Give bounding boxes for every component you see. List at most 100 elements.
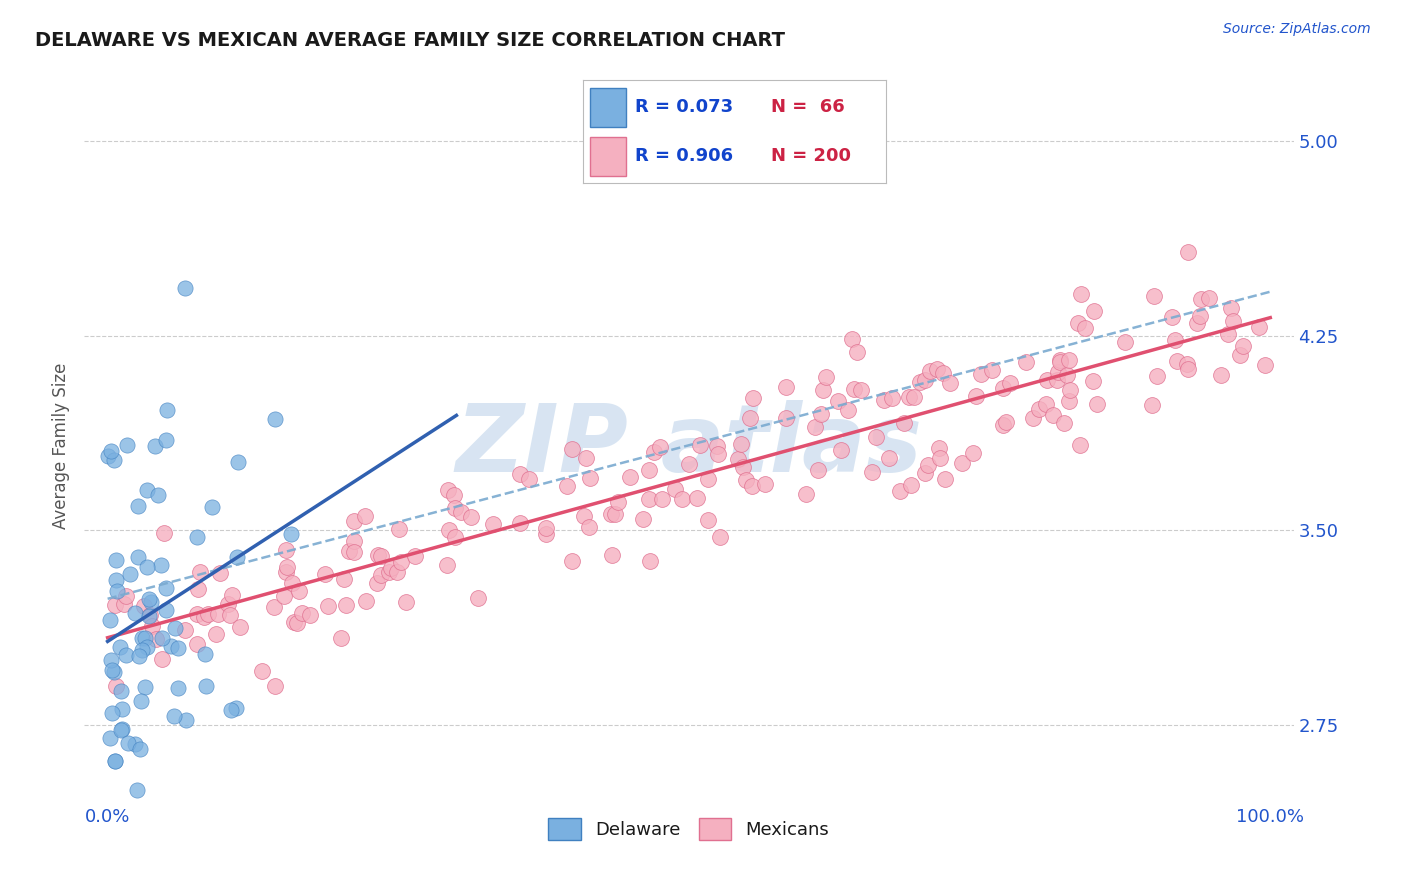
Point bbox=[880, 391, 903, 405]
Point bbox=[1177, 361, 1199, 376]
Point bbox=[903, 390, 925, 404]
Point bbox=[706, 439, 728, 453]
Point bbox=[343, 533, 366, 548]
Point bbox=[846, 345, 869, 359]
Point bbox=[138, 592, 160, 607]
Point bbox=[638, 554, 661, 568]
Point bbox=[195, 679, 218, 693]
Point bbox=[104, 679, 127, 693]
Point bbox=[1175, 358, 1198, 372]
Point bbox=[444, 500, 467, 515]
Text: R = 0.906: R = 0.906 bbox=[636, 146, 733, 165]
FancyBboxPatch shape bbox=[589, 88, 626, 128]
Point bbox=[932, 367, 955, 381]
Point bbox=[730, 437, 752, 451]
Point bbox=[962, 445, 984, 459]
Point bbox=[152, 631, 174, 645]
Point bbox=[209, 566, 232, 580]
Point bbox=[754, 477, 776, 491]
Point bbox=[934, 472, 956, 486]
Point bbox=[775, 411, 797, 425]
Point bbox=[160, 639, 183, 653]
Point bbox=[981, 363, 1004, 377]
Point bbox=[150, 652, 173, 666]
Point bbox=[288, 583, 311, 598]
Point bbox=[389, 555, 412, 569]
Point bbox=[561, 442, 583, 456]
Point bbox=[671, 492, 693, 507]
Point bbox=[263, 600, 285, 615]
Point bbox=[811, 384, 834, 398]
Point bbox=[842, 382, 865, 396]
Point bbox=[1166, 354, 1188, 368]
Point bbox=[599, 508, 621, 522]
Point bbox=[1177, 245, 1199, 260]
Point bbox=[602, 548, 624, 562]
Point bbox=[437, 483, 460, 498]
Point bbox=[1081, 374, 1104, 388]
Point bbox=[460, 509, 482, 524]
Point bbox=[207, 607, 229, 621]
Point bbox=[1067, 316, 1090, 330]
Point bbox=[101, 706, 124, 720]
Point bbox=[339, 543, 361, 558]
Point bbox=[841, 332, 863, 346]
Point bbox=[509, 516, 531, 530]
Point bbox=[194, 648, 217, 662]
Point bbox=[437, 523, 460, 537]
Point bbox=[1015, 355, 1038, 369]
Point bbox=[1189, 292, 1212, 306]
Point bbox=[1198, 291, 1220, 305]
Point bbox=[155, 582, 177, 596]
Point bbox=[174, 623, 197, 637]
Point bbox=[1022, 411, 1045, 425]
Point bbox=[112, 597, 135, 611]
Point bbox=[918, 364, 941, 378]
Point bbox=[193, 609, 215, 624]
Point bbox=[134, 681, 156, 695]
Point bbox=[727, 451, 749, 466]
Point bbox=[103, 453, 125, 467]
Point bbox=[291, 607, 314, 621]
Point bbox=[333, 572, 356, 586]
Point bbox=[124, 606, 146, 620]
Point bbox=[1211, 368, 1233, 383]
Point bbox=[928, 441, 950, 455]
Point bbox=[354, 508, 377, 523]
Point bbox=[117, 735, 139, 749]
Point bbox=[910, 376, 932, 390]
Point bbox=[156, 402, 179, 417]
Point bbox=[900, 478, 922, 492]
Point bbox=[186, 637, 208, 651]
Point bbox=[186, 530, 208, 544]
Point bbox=[536, 521, 558, 535]
Point bbox=[637, 463, 659, 477]
Point bbox=[1222, 314, 1244, 328]
Point bbox=[1185, 316, 1208, 330]
Point bbox=[970, 368, 993, 382]
Point bbox=[197, 607, 219, 621]
Point bbox=[603, 507, 626, 521]
Point bbox=[104, 598, 127, 612]
Point bbox=[1049, 353, 1071, 368]
Point bbox=[387, 565, 409, 579]
Point bbox=[1053, 417, 1076, 431]
Text: DELAWARE VS MEXICAN AVERAGE FAMILY SIZE CORRELATION CHART: DELAWARE VS MEXICAN AVERAGE FAMILY SIZE … bbox=[35, 31, 785, 50]
Point bbox=[104, 754, 127, 768]
Point bbox=[127, 500, 149, 514]
Point bbox=[280, 527, 302, 541]
Point bbox=[1036, 373, 1059, 387]
Point bbox=[131, 643, 153, 657]
Point bbox=[1057, 353, 1080, 368]
Point bbox=[1042, 408, 1064, 422]
Point bbox=[103, 665, 125, 679]
Point bbox=[1161, 310, 1184, 325]
Point bbox=[129, 694, 152, 708]
Point bbox=[221, 588, 243, 602]
Point bbox=[226, 455, 249, 469]
Point bbox=[1114, 335, 1136, 350]
Point bbox=[366, 575, 388, 590]
Point bbox=[283, 615, 305, 629]
Point bbox=[443, 530, 465, 544]
FancyBboxPatch shape bbox=[589, 136, 626, 176]
